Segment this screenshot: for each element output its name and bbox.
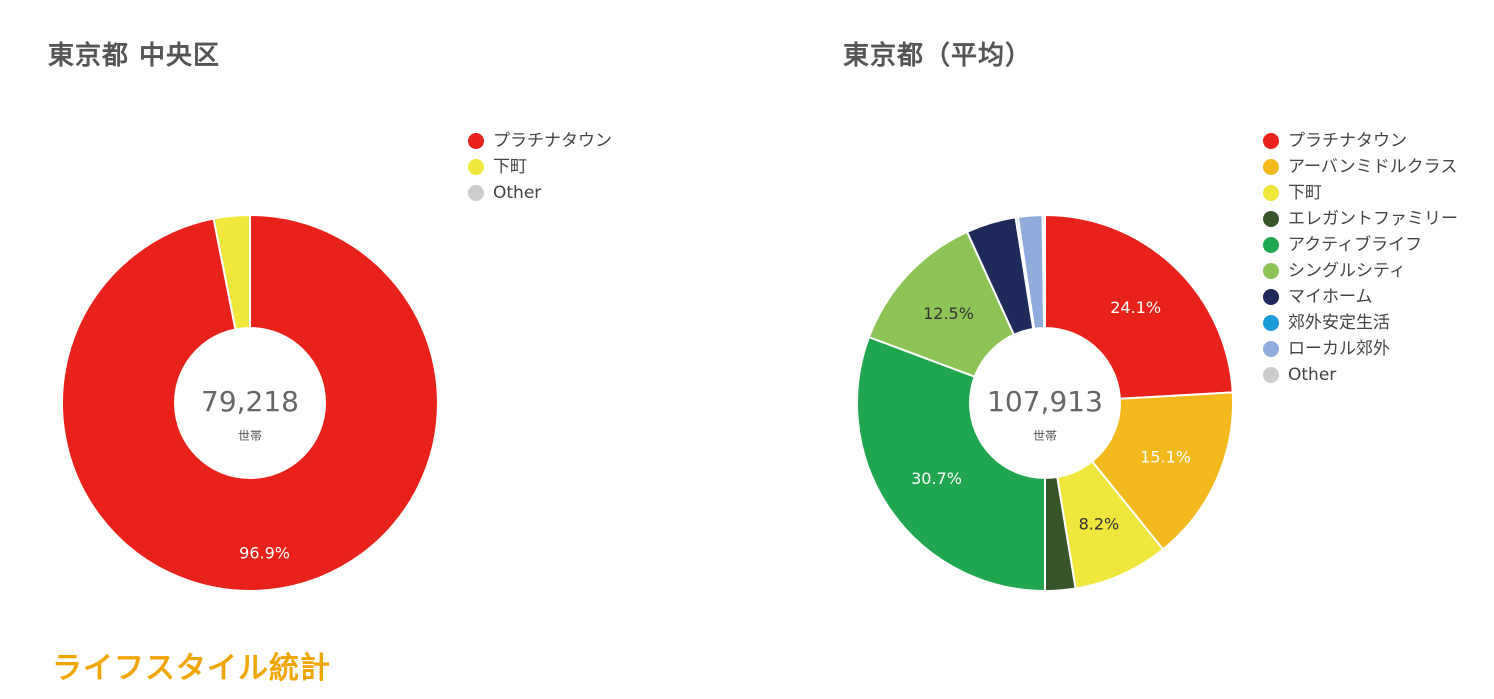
legend-label: 郊外安定生活 bbox=[1288, 313, 1390, 333]
slice-label: 30.7% bbox=[911, 469, 962, 488]
legend: プラチナタウン 下町 Other bbox=[468, 128, 612, 206]
legend-item[interactable]: 下町 bbox=[1263, 180, 1458, 206]
slices-group: 96.9% bbox=[60, 213, 439, 592]
legend-label: プラチナタウン bbox=[493, 131, 612, 151]
donut-chart-chuo: 96.9% 79,218 世帯 bbox=[60, 213, 439, 592]
chart-title: 東京都（平均） bbox=[843, 41, 1033, 71]
section-heading: ライフスタイル統計 bbox=[52, 651, 331, 686]
legend-label: 下町 bbox=[1288, 183, 1322, 203]
donut-chart-tokyo-avg: 24.1% 15.1% 8.2% 30.7% 12.5% 107,913 世帯 bbox=[856, 213, 1234, 593]
legend-item[interactable]: プラチナタウン bbox=[468, 128, 612, 154]
legend-label: アクティブライフ bbox=[1288, 235, 1423, 255]
legend-swatch bbox=[1263, 289, 1279, 305]
legend-swatch bbox=[1263, 341, 1279, 357]
legend-swatch bbox=[468, 185, 484, 201]
donut-hole bbox=[174, 327, 326, 479]
legend-label: Other bbox=[493, 183, 542, 203]
legend-item[interactable]: アーバンミドルクラス bbox=[1263, 154, 1458, 180]
legend-item[interactable]: マイホーム bbox=[1263, 284, 1458, 310]
legend-label: Other bbox=[1288, 365, 1337, 385]
legend-swatch bbox=[1263, 133, 1279, 149]
legend-label: マイホーム bbox=[1288, 287, 1373, 307]
legend-item[interactable]: Other bbox=[1263, 362, 1458, 388]
legend-swatch bbox=[1263, 237, 1279, 253]
legend-item[interactable]: プラチナタウン bbox=[1263, 128, 1458, 154]
legend-label: 下町 bbox=[493, 157, 527, 177]
legend-swatch bbox=[1263, 159, 1279, 175]
legend-label: エレガントファミリー bbox=[1288, 209, 1458, 229]
center-value: 79,218 bbox=[201, 385, 299, 418]
legend-label: プラチナタウン bbox=[1288, 131, 1407, 151]
legend-item[interactable]: シングルシティ bbox=[1263, 258, 1458, 284]
legend-label: アーバンミドルクラス bbox=[1288, 157, 1458, 177]
slice-label: 8.2% bbox=[1079, 515, 1120, 534]
center-value: 107,913 bbox=[987, 385, 1103, 418]
legend-swatch bbox=[468, 133, 484, 149]
chart-panel-chuo: 東京都 中央区 96.9% 79,218 世帯 プラチナタウン 下町 Other bbox=[0, 0, 747, 620]
legend-item[interactable]: アクティブライフ bbox=[1263, 232, 1458, 258]
legend-label: シングルシティ bbox=[1288, 261, 1406, 281]
chart-title: 東京都 中央区 bbox=[48, 41, 221, 71]
legend-item[interactable]: 郊外安定生活 bbox=[1263, 310, 1458, 336]
slice-label: 12.5% bbox=[923, 304, 974, 323]
slice-label: 96.9% bbox=[239, 543, 290, 562]
center-unit: 世帯 bbox=[238, 429, 262, 443]
legend-swatch bbox=[1263, 367, 1279, 383]
legend-swatch bbox=[1263, 211, 1279, 227]
legend-swatch bbox=[1263, 185, 1279, 201]
center-unit: 世帯 bbox=[1033, 429, 1057, 443]
legend: プラチナタウンアーバンミドルクラス 下町エレガントファミリー アクティブライフ シング… bbox=[1263, 128, 1458, 388]
legend-swatch bbox=[1263, 263, 1279, 279]
slice-label: 15.1% bbox=[1140, 448, 1191, 467]
slices-group: 24.1% 15.1% 8.2% 30.7% 12.5% bbox=[856, 213, 1234, 593]
legend-swatch bbox=[1263, 315, 1279, 331]
slice-label: 24.1% bbox=[1110, 298, 1161, 317]
legend-item[interactable]: ローカル郊外 bbox=[1263, 336, 1458, 362]
donut-hole bbox=[969, 327, 1121, 479]
chart-panel-tokyo-avg: 東京都（平均） 24.1% 15.1% 8.2% 30.7% 12.5% 107,913… bbox=[795, 0, 1494, 620]
legend-item[interactable]: エレガントファミリー bbox=[1263, 206, 1458, 232]
legend-item[interactable]: 下町 bbox=[468, 154, 612, 180]
legend-swatch bbox=[468, 159, 484, 175]
legend-label: ローカル郊外 bbox=[1288, 339, 1390, 359]
legend-item[interactable]: Other bbox=[468, 180, 612, 206]
